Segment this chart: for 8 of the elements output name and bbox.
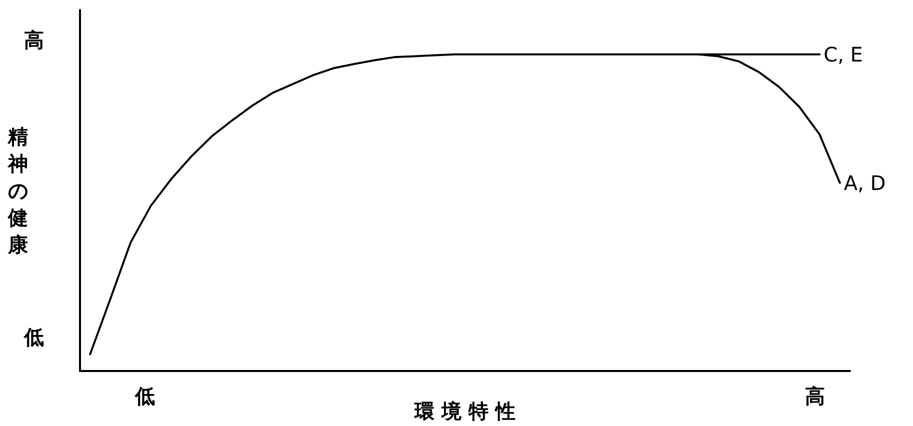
text: 高 <box>24 28 44 52</box>
series-label: C, E <box>824 42 863 66</box>
series-label: A, D <box>844 170 886 195</box>
x-axis-title: 環 境 特 性 <box>414 399 516 423</box>
text: 高 <box>805 384 825 408</box>
text: 低 <box>23 325 44 349</box>
y-axis-title: 精神の健康 <box>7 124 29 256</box>
text: 低 <box>134 384 155 408</box>
